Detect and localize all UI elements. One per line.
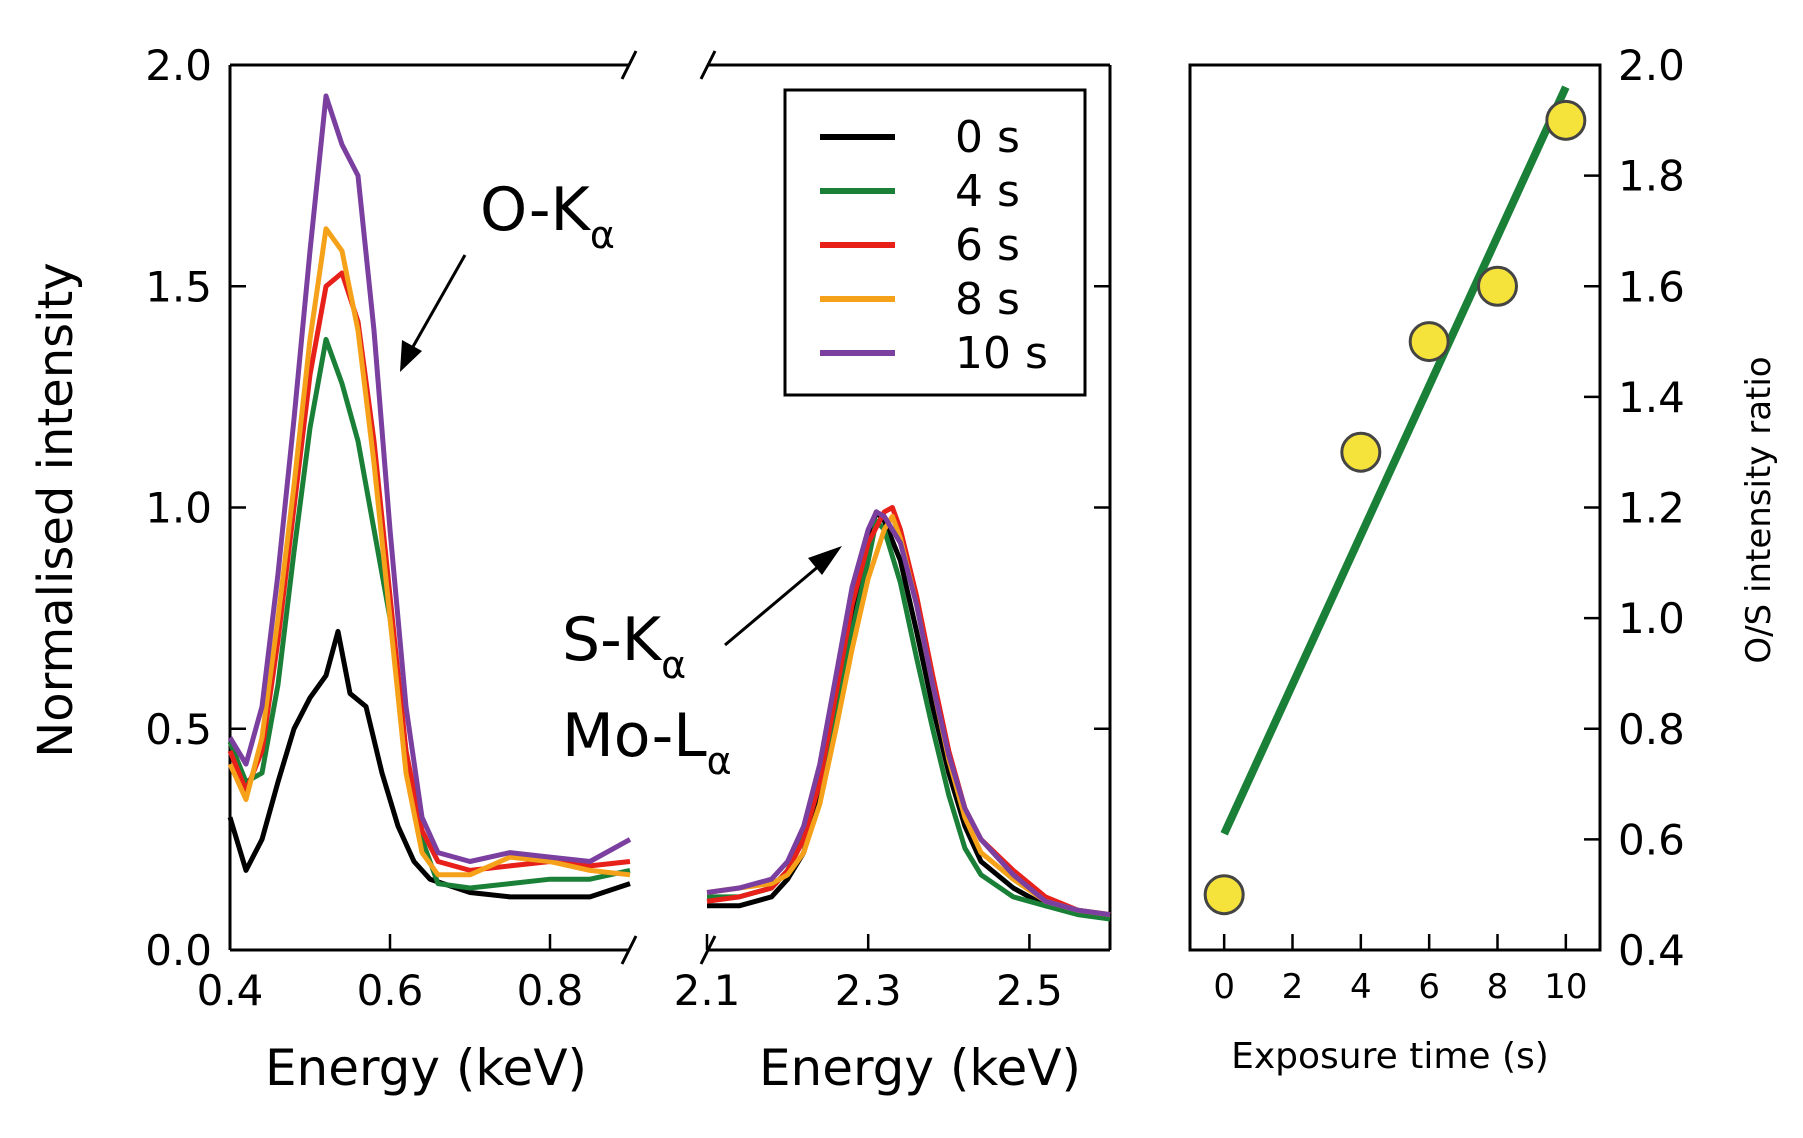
right-x-axis-label: Exposure time (s) (1231, 1036, 1549, 1077)
left-panel: 0.0 0.5 1.0 1.5 2.0 0.4 0.6 0.8 (145, 41, 638, 1015)
legend: 0 s4 s6 s8 s10 s (783, 88, 1087, 397)
s-k-arrow-head (808, 546, 842, 575)
left-y-axis-label: Normalised intensity (28, 262, 84, 757)
left-x-tick-label: 0.6 (357, 966, 424, 1015)
s-k-arrow-line (724, 558, 827, 647)
left-y-tick-label: 1.5 (145, 262, 212, 311)
left-y-tick-label: 1.0 (145, 484, 212, 533)
middle-break-mark-top (699, 50, 717, 80)
legend-label: 6 s (955, 220, 1020, 271)
mo-l-alpha-annotation: Mo-Lα (562, 701, 732, 783)
mo-l-alpha-subscript: α (707, 739, 732, 783)
left-y-tick-label: 0.0 (145, 926, 212, 975)
legend-label: 8 s (955, 274, 1020, 325)
middle-x-axis-label: Energy (keV) (759, 1039, 1081, 1097)
left-series-line (227, 93, 632, 864)
left-break-mark-bottom (620, 935, 638, 965)
data-point (1408, 321, 1450, 363)
right-y-tick-label: 1.8 (1618, 152, 1685, 201)
data-point (1340, 431, 1382, 473)
right-y-tick-label: 0.4 (1618, 926, 1685, 975)
right-x-tick-label: 0 (1213, 967, 1235, 1007)
left-series-line (227, 628, 631, 900)
right-x-tick-label: 6 (1418, 967, 1440, 1007)
legend-label: 0 s (955, 112, 1020, 163)
right-y-tick-label: 0.8 (1618, 705, 1685, 754)
middle-x-tick-label: 2.5 (996, 966, 1063, 1015)
right-y-tick-label: 0.6 (1618, 815, 1685, 864)
middle-x-tick-label: 2.1 (674, 966, 741, 1015)
middle-x-tick-label: 2.3 (835, 966, 902, 1015)
right-axes-frame (1188, 63, 1602, 952)
middle-series-line (706, 509, 1111, 918)
data-point (1203, 874, 1245, 916)
left-y-tick-label: 2.0 (145, 41, 212, 90)
middle-panel: 2.1 2.3 2.5 (674, 50, 1112, 1015)
right-y-axis-label: O/S intensity ratio (1739, 356, 1779, 663)
middle-series-line (706, 513, 1111, 918)
right-panel: 0.4 0.6 0.8 1.0 1.2 1.4 1.6 1.8 2.0 0 2 4 6 8 10 (1188, 41, 1685, 1007)
o-k-alpha-subscript: α (590, 213, 615, 257)
right-x-tick-label: 10 (1544, 967, 1587, 1007)
s-k-alpha-annotation: S-Kα (562, 605, 686, 687)
legend-label: 10 s (955, 328, 1048, 379)
o-k-arrow-line (408, 254, 467, 353)
left-series-line (227, 270, 631, 873)
left-series-line (227, 226, 631, 878)
data-point (1477, 265, 1518, 307)
left-x-axis-label: Energy (keV) (265, 1039, 587, 1097)
data-point (1545, 99, 1587, 141)
right-y-tick-label: 1.0 (1618, 594, 1685, 643)
o-k-arrow-head (400, 340, 422, 372)
right-y-tick-label: 1.2 (1618, 484, 1685, 533)
right-y-tick-label: 1.4 (1618, 373, 1685, 422)
left-y-tick-label: 0.5 (145, 705, 212, 754)
right-y-tick-label: 1.6 (1618, 262, 1685, 311)
right-y-tick-label: 2.0 (1618, 41, 1685, 90)
s-k-label: S-K (562, 605, 663, 675)
s-k-alpha-subscript: α (661, 643, 686, 687)
left-x-tick-label: 0.8 (517, 966, 584, 1015)
o-k-label: O-K (480, 175, 592, 245)
left-series-line (227, 336, 631, 891)
mo-l-label: Mo-L (562, 701, 707, 771)
left-break-mark-top (620, 50, 638, 80)
right-x-tick-label: 8 (1487, 967, 1509, 1007)
fit-line (1220, 85, 1570, 836)
left-x-tick-label: 0.4 (197, 966, 264, 1015)
right-x-tick-label: 4 (1350, 967, 1372, 1007)
legend-label: 4 s (955, 166, 1020, 217)
right-x-tick-label: 2 (1282, 967, 1304, 1007)
o-k-alpha-annotation: O-Kα (480, 175, 615, 257)
